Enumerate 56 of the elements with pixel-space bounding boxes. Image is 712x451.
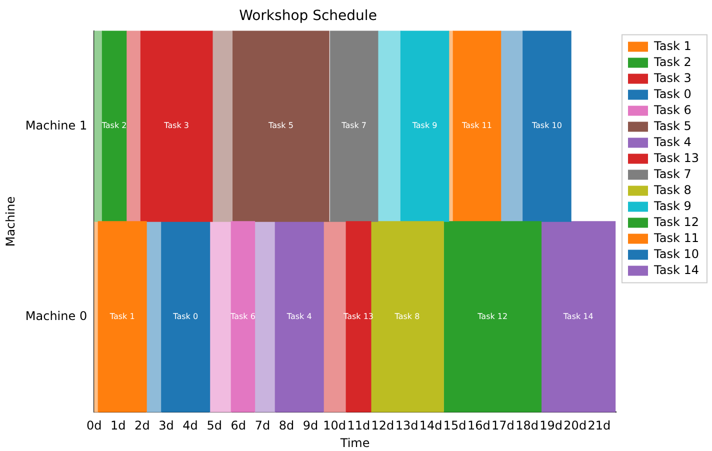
x-tick-label: 2d	[134, 418, 150, 433]
x-axis-title: Time	[339, 436, 370, 450]
legend-label: Task 10	[653, 246, 699, 261]
chart-title: Workshop Schedule	[239, 8, 377, 24]
text: Task 10	[532, 121, 562, 130]
x-tick-label: 7d	[254, 418, 270, 433]
x-tick-label: 10d	[323, 418, 346, 433]
text: Task 1	[110, 312, 135, 321]
legend-label: Task 1	[653, 38, 692, 53]
text: Task 3	[164, 121, 190, 130]
x-tick-label: 21d	[588, 418, 611, 433]
text: Task 11	[462, 121, 492, 130]
text: Task 0	[173, 312, 198, 321]
legend-label: Task 3	[653, 70, 692, 85]
x-tick-label: 18d	[516, 418, 538, 433]
legend-label: Task 0	[653, 86, 692, 101]
legend-label: Task 6	[653, 102, 692, 117]
text: Task 12	[478, 312, 508, 321]
y-tick-label: Machine 0	[25, 308, 88, 323]
legend-label: Task 2	[653, 54, 692, 69]
text: Task 14	[563, 312, 594, 321]
x-tick-label: 6d	[230, 418, 246, 433]
x-tick-label: 20d	[564, 418, 587, 433]
y-axis-title: Machine	[3, 196, 18, 247]
text: Task 2	[102, 121, 127, 130]
x-tick-label: 15d	[443, 418, 466, 433]
legend-label: Task 5	[653, 118, 692, 133]
y-tick-label: Machine 1	[25, 118, 88, 132]
x-tick-label: 16d	[467, 418, 490, 433]
x-tick-label: 5d	[206, 418, 222, 433]
x-tick-label: 9d	[302, 418, 318, 433]
text: Task 4	[286, 312, 312, 321]
x-tick-label: 8d	[278, 418, 294, 433]
x-tick-label: 14d	[419, 418, 442, 433]
legend-label: Task 11	[653, 230, 699, 245]
legend-label: Task 14	[653, 262, 699, 277]
text: Task 5	[268, 121, 294, 130]
legend-label: Task 13	[653, 150, 699, 165]
x-tick-label: 12d	[371, 418, 394, 433]
legend-label: Task 7	[653, 166, 692, 181]
legend-label: Task 12	[653, 214, 699, 229]
x-tick-label: 3d	[158, 418, 174, 433]
x-tick-label: 0d	[86, 418, 102, 433]
x-tick-label: 19d	[540, 418, 563, 433]
text: Task 9	[412, 121, 438, 130]
text: Task 6	[230, 312, 256, 321]
legend-label: Task 8	[653, 182, 692, 197]
text: Task 7	[342, 121, 367, 130]
x-tick-label: 11d	[347, 418, 370, 433]
legend-label: Task 4	[653, 134, 692, 149]
x-tick-label: 17d	[492, 418, 514, 433]
legend-label: Task 9	[653, 198, 692, 213]
text: Task 8	[394, 312, 420, 321]
x-tick-label: 13d	[395, 418, 418, 433]
x-tick-label: 1d	[110, 418, 126, 433]
x-tick-label: 4d	[182, 418, 198, 433]
